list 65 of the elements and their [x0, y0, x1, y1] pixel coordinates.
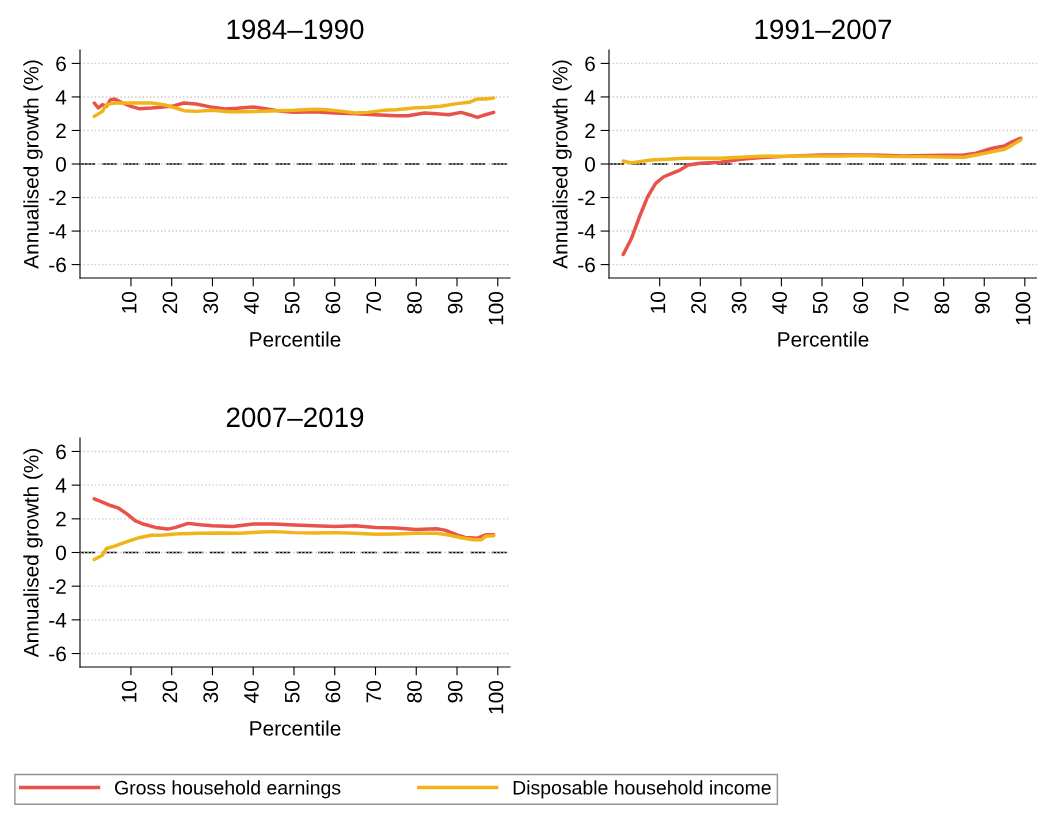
- chart-title: 1984–1990: [227, 19, 364, 40]
- chart-title: 1991–2007: [755, 19, 892, 40]
- x-tick-label: 80: [934, 292, 950, 314]
- x-tick-label: 90: [447, 681, 463, 703]
- x-tick-label: 20: [162, 681, 178, 703]
- x-tick-label: 40: [772, 292, 788, 314]
- x-tick-label: 80: [407, 681, 422, 703]
- y-tick-label: 6: [56, 444, 66, 460]
- x-axis-title: Percentile: [778, 331, 869, 347]
- y-axis-title: Annualised growth (%): [23, 448, 43, 658]
- x-tick-label: 20: [162, 292, 178, 314]
- y-tick-label: -2: [49, 190, 66, 206]
- line-series: [92, 529, 496, 562]
- y-axis-title: Annualised growth (%): [23, 60, 43, 269]
- y-axis-title: Annualised growth (%): [552, 60, 572, 269]
- x-tick-label: 60: [325, 681, 341, 703]
- line-series: [92, 497, 496, 540]
- y-tick-label: -2: [578, 190, 595, 206]
- x-tick-label: 60: [853, 292, 869, 314]
- x-tick-label: 10: [650, 292, 666, 313]
- x-tick-label: 100: [1015, 292, 1031, 325]
- x-axis-title: Percentile: [250, 331, 341, 347]
- y-tick-label: -6: [578, 257, 595, 273]
- x-tick-label: 30: [203, 292, 219, 314]
- chart-title: 2007–2019: [226, 407, 364, 428]
- y-tick-label: 4: [55, 90, 67, 105]
- legend-label: Disposable household income: [513, 780, 771, 799]
- y-tick-label: 0: [585, 157, 595, 172]
- x-axis-title: Percentile: [250, 720, 341, 736]
- x-tick-label: 40: [244, 292, 259, 314]
- x-tick-label: 70: [893, 292, 909, 314]
- legend-label: Gross household earnings: [115, 780, 341, 799]
- y-tick-label: -6: [49, 257, 66, 273]
- y-tick-label: -2: [49, 579, 66, 594]
- x-tick-label: 50: [284, 292, 300, 314]
- y-tick-label: -4: [578, 224, 596, 239]
- x-tick-label: 10: [121, 681, 137, 702]
- x-tick-label: 30: [203, 681, 219, 703]
- x-tick-label: 50: [812, 292, 828, 314]
- y-tick-label: 2: [56, 511, 66, 527]
- y-tick-label: 6: [585, 56, 595, 72]
- y-tick-label: 2: [56, 123, 66, 139]
- x-tick-label: 20: [691, 292, 706, 314]
- x-tick-label: 70: [366, 681, 382, 703]
- y-tick-label: 4: [55, 478, 67, 493]
- y-tick-label: 6: [56, 56, 66, 72]
- y-tick-label: 0: [56, 157, 66, 172]
- y-tick-label: 2: [585, 123, 595, 139]
- x-tick-label: 10: [121, 292, 137, 313]
- y-tick-label: -6: [49, 646, 66, 662]
- x-tick-label: 70: [366, 292, 382, 314]
- line-series: [621, 138, 1023, 165]
- x-tick-label: 60: [325, 292, 341, 314]
- x-tick-label: 90: [975, 292, 990, 314]
- x-tick-label: 80: [407, 292, 422, 314]
- y-tick-label: -4: [49, 613, 67, 628]
- y-tick-label: -4: [49, 224, 67, 239]
- x-tick-label: 100: [488, 292, 504, 325]
- x-tick-label: 50: [284, 681, 300, 703]
- y-tick-label: 0: [56, 545, 66, 561]
- x-tick-label: 90: [447, 292, 463, 314]
- x-tick-label: 30: [731, 292, 747, 314]
- y-tick-label: 4: [584, 90, 596, 105]
- x-tick-label: 40: [244, 681, 259, 703]
- x-tick-label: 100: [488, 681, 504, 714]
